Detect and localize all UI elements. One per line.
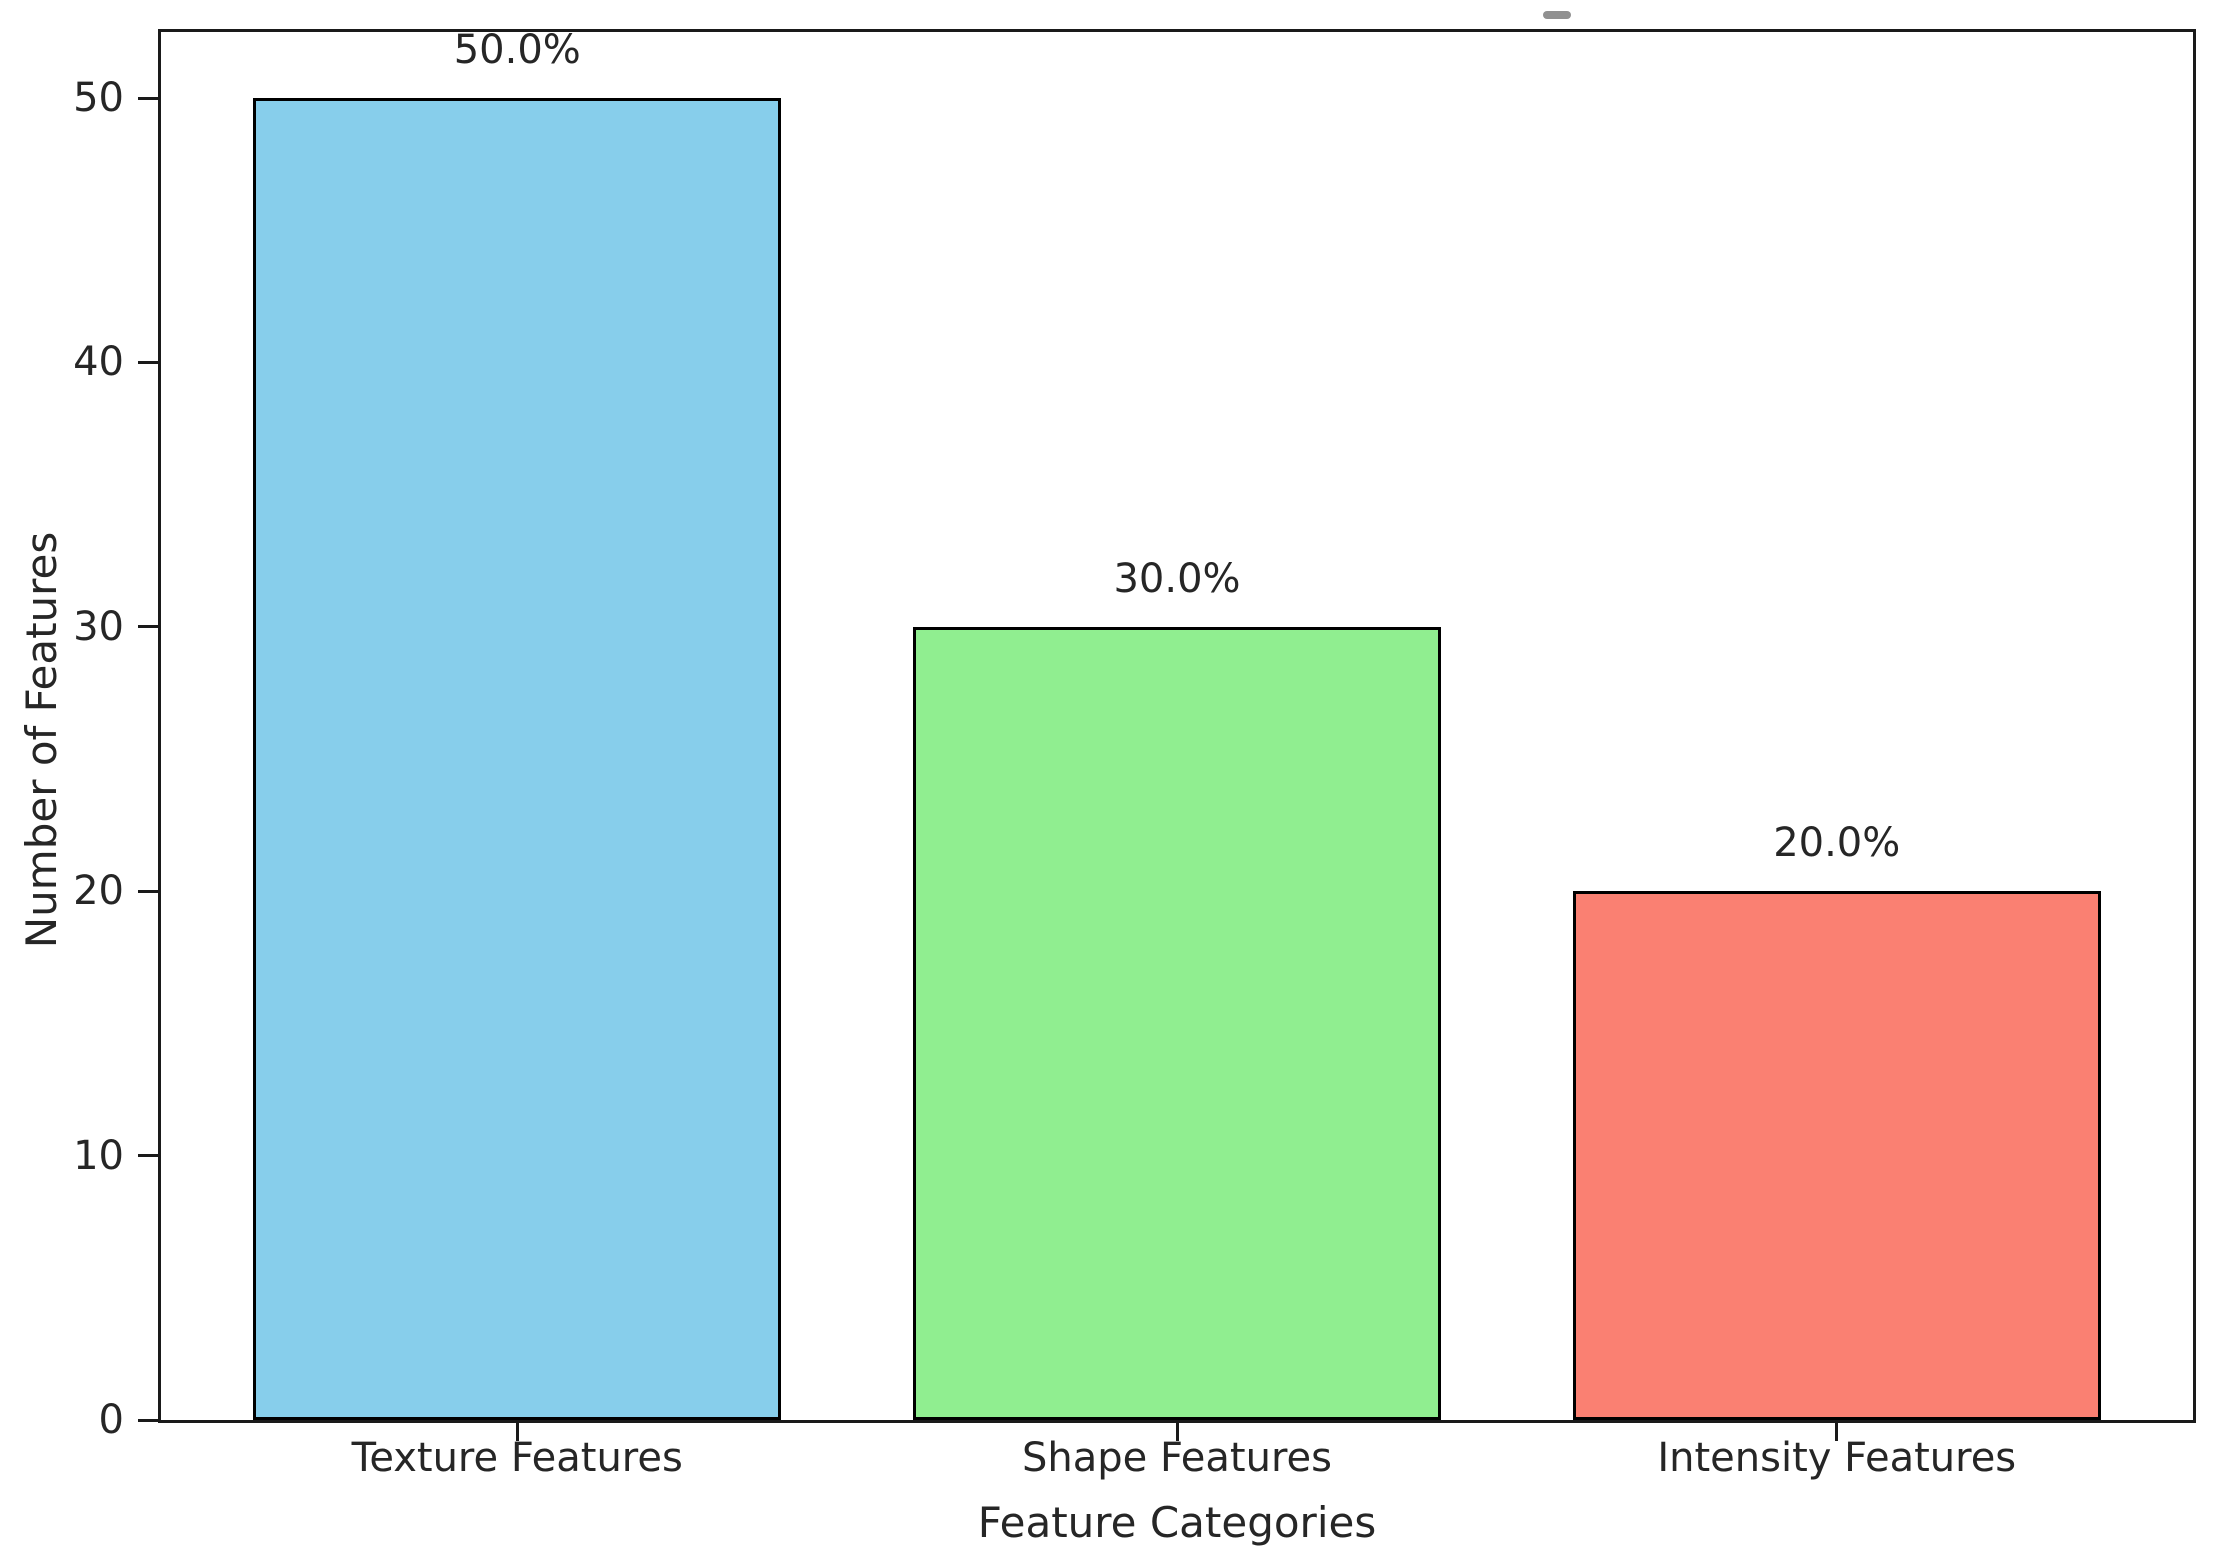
- bar-shape-features: [913, 626, 1441, 1420]
- y-tick-label: 0: [98, 1397, 124, 1443]
- x-category-label: Texture Features: [351, 1435, 683, 1481]
- x-tick-mark: [1835, 1423, 1839, 1441]
- y-tick-mark: [138, 889, 158, 893]
- y-tick-mark: [138, 360, 158, 364]
- x-category-label: Intensity Features: [1657, 1435, 2017, 1481]
- clipped-title-fragment: [1543, 11, 1571, 19]
- y-tick-label: 20: [73, 868, 124, 915]
- y-tick-mark: [138, 1154, 158, 1158]
- y-tick-label: 10: [73, 1132, 124, 1179]
- x-tick-mark: [515, 1423, 519, 1441]
- y-tick-label: 30: [73, 603, 124, 650]
- bar-value-label: 50.0%: [453, 27, 581, 74]
- y-tick-mark: [138, 96, 158, 100]
- bar-value-label: 20.0%: [1773, 820, 1901, 867]
- y-axis-label: Number of Features: [17, 531, 66, 949]
- plot-area: 0 10 20 30 40 50 50.0% Texture Features 30.0% Sha…: [73, 27, 2196, 1480]
- bar-value-label: 30.0%: [1113, 555, 1241, 602]
- x-axis-label: Feature Categories: [977, 1498, 1377, 1547]
- y-tick-label: 50: [73, 75, 124, 122]
- y-tick-mark: [138, 1418, 158, 1422]
- y-tick-label: 40: [73, 339, 124, 386]
- bar-texture-features: [253, 98, 782, 1420]
- x-tick-mark: [1175, 1423, 1179, 1441]
- y-tick-mark: [138, 625, 158, 629]
- bar-intensity-features: [1572, 891, 2101, 1420]
- x-category-label: Shape Features: [1022, 1435, 1332, 1481]
